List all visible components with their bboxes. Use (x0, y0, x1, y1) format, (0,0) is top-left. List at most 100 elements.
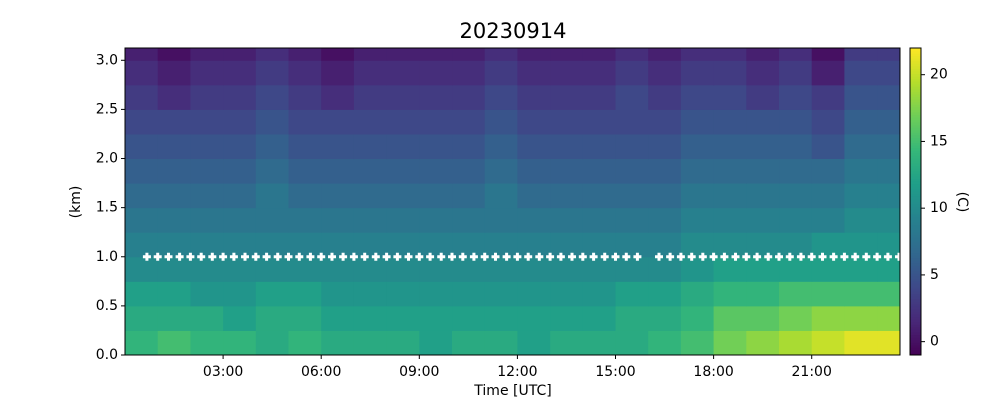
heatmap-cell (452, 109, 486, 135)
colorbar-segment (910, 214, 921, 218)
marker (317, 252, 326, 261)
heatmap-cell (157, 232, 191, 258)
heatmap-cell (779, 330, 813, 356)
colorbar-segment (910, 216, 921, 220)
heatmap-cell (223, 281, 257, 307)
marker (491, 252, 500, 261)
marker (633, 252, 642, 261)
colorbar-segment (910, 314, 921, 318)
heatmap-cell (125, 183, 159, 209)
heatmap-cell (811, 133, 845, 160)
y-tick-label: 0.5 (96, 298, 118, 314)
heatmap-cell (550, 305, 584, 331)
heatmap-cell (746, 158, 780, 184)
heatmap-cell (190, 60, 224, 86)
heatmap-cell (190, 330, 224, 356)
heatmap-cell (353, 232, 388, 258)
heatmap-cell (680, 48, 715, 61)
heatmap-cell (452, 207, 486, 233)
marker (775, 252, 784, 261)
heatmap-cell (223, 84, 257, 110)
heatmap-cell (877, 232, 901, 258)
heatmap-cell (386, 84, 420, 110)
marker (251, 252, 260, 261)
heatmap-cell (125, 48, 159, 61)
marker (578, 252, 587, 261)
heatmap-cell (811, 281, 845, 307)
colorbar-segment (910, 270, 921, 274)
heatmap-cell (582, 158, 617, 184)
marker (175, 252, 184, 261)
colorbar-tick-label: 15 (930, 133, 948, 149)
heatmap-cell (125, 256, 159, 282)
heatmap-cell (157, 305, 191, 331)
heatmap-cell (746, 256, 780, 282)
colorbar-segment (910, 331, 921, 336)
marker (327, 252, 336, 261)
heatmap-cell (255, 232, 290, 258)
marker (698, 252, 707, 261)
colorbar-segment (910, 55, 921, 59)
heatmap-cell (223, 256, 257, 282)
heatmap-cell (811, 232, 845, 258)
colorbar-segment (910, 99, 921, 103)
marker (742, 252, 751, 261)
heatmap-cell (386, 183, 420, 209)
colorbar-segment (910, 275, 921, 279)
marker (164, 252, 173, 261)
marker (862, 252, 871, 261)
colorbar-segment (910, 142, 921, 146)
heatmap-cell (877, 256, 901, 282)
marker (382, 252, 391, 261)
heatmap-cell (321, 84, 355, 110)
heatmap-cell (517, 183, 551, 209)
colorbar-segment (910, 227, 921, 231)
heatmap-cell (484, 158, 518, 184)
colorbar-tick-label: 0 (930, 334, 939, 350)
marker (720, 252, 729, 261)
heatmap-cell (386, 207, 420, 233)
colorbar-segment (910, 252, 921, 256)
marker (426, 252, 435, 261)
colorbar-segment (910, 86, 921, 90)
heatmap-cell (288, 232, 322, 258)
colorbar-segment (910, 60, 921, 64)
heatmap-cell (484, 60, 518, 86)
colorbar-segment (910, 186, 921, 190)
heatmap-cell (288, 207, 322, 233)
heatmap-cell (223, 232, 257, 258)
heatmap-cell (648, 207, 682, 233)
heatmap-cell (321, 133, 355, 160)
marker (796, 252, 805, 261)
colorbar-segment (910, 191, 921, 195)
colorbar-segment (910, 196, 921, 200)
colorbar-segment (910, 158, 921, 162)
heatmap-cell (746, 84, 780, 110)
colorbar-segment (910, 188, 921, 192)
colorbar-segment (910, 229, 921, 233)
heatmap-cell (877, 158, 901, 184)
y-tick-label: 2.5 (96, 101, 118, 117)
heatmap-cell (517, 60, 551, 86)
heatmap-cell (713, 133, 747, 160)
heatmap-cell (615, 207, 649, 233)
heatmap-cell (190, 281, 224, 307)
heatmap-cell (321, 48, 355, 61)
heatmap-cell (517, 256, 551, 282)
heatmap-cell (452, 256, 486, 282)
heatmap-cell (353, 305, 388, 331)
colorbar-segment (910, 181, 921, 185)
heatmap-cell (877, 109, 901, 135)
heatmap-cell (550, 281, 584, 307)
colorbar-segment (910, 257, 921, 261)
colorbar-segment (910, 137, 921, 141)
colorbar-segment (910, 122, 921, 126)
heatmap-cell (582, 60, 617, 86)
colorbar-label: (C) (954, 192, 970, 213)
heatmap-cell (844, 84, 878, 110)
heatmap-cell (680, 232, 715, 258)
marker (208, 252, 217, 261)
heatmap-cell (288, 109, 322, 135)
heatmap-cell (615, 281, 649, 307)
